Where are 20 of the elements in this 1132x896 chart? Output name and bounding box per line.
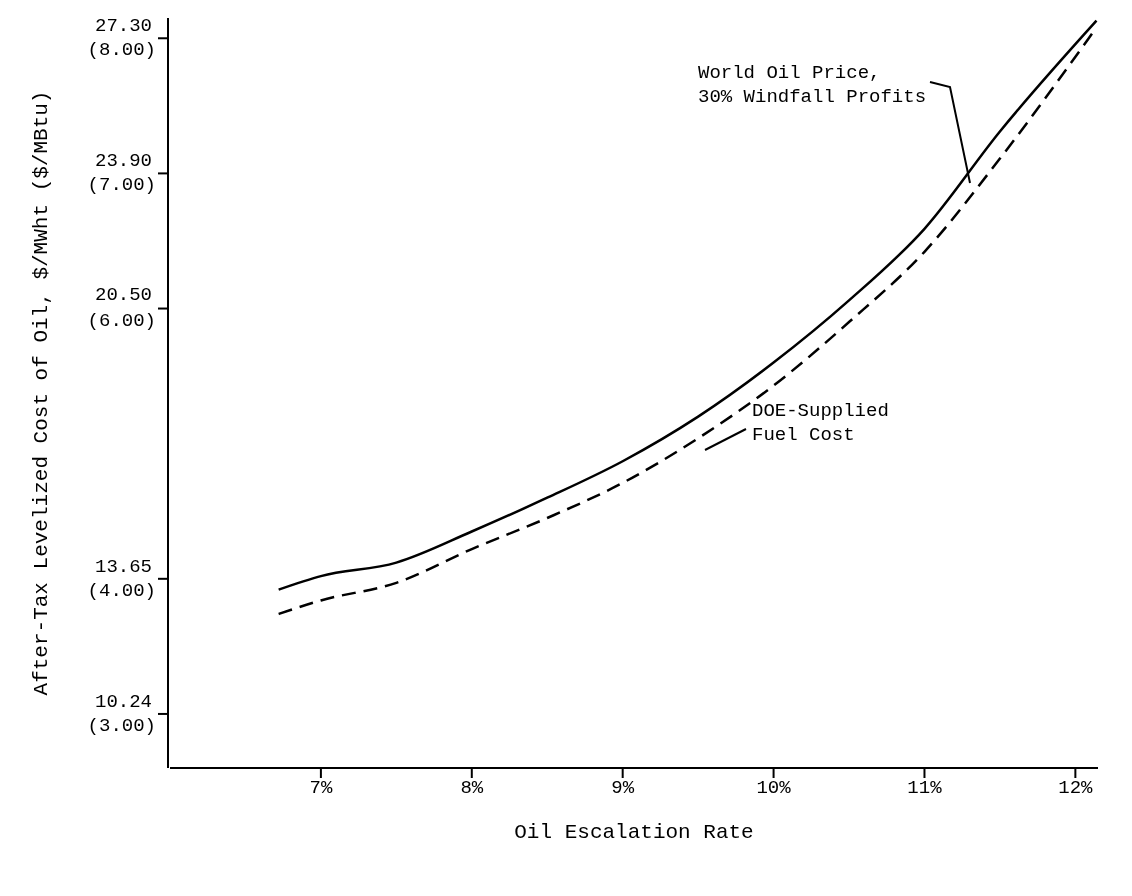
x-tick-label: 7% — [309, 777, 333, 800]
x-axis-title: Oil Escalation Rate — [514, 821, 754, 844]
y2-tick-label: (8.00) — [87, 39, 156, 62]
y-tick-label: 20.50 — [94, 284, 152, 307]
annotation: DOE-Supplied Fuel Cost — [752, 400, 889, 446]
y2-tick-label: (6.00) — [87, 309, 156, 332]
y2-tick-label: (7.00) — [87, 174, 156, 197]
x-tick-label: 10% — [756, 777, 792, 800]
y-tick-label: 13.65 — [94, 555, 152, 578]
y2-axis-title: After-Tax Levelized Cost of Oil, $/MWht ($/MBtu) — [30, 90, 54, 696]
x-tick-label: 9% — [611, 777, 635, 800]
y2-tick-label: (3.00) — [87, 714, 156, 737]
y2-tick-label: (4.00) — [87, 579, 156, 602]
x-tick-label: 11% — [907, 777, 943, 800]
x-tick-label: 8% — [460, 777, 484, 800]
annotation: World Oil Price, 30% Windfall Profits — [698, 62, 927, 108]
y-tick-label: 23.90 — [94, 149, 152, 172]
y-tick-label: 10.24 — [94, 690, 152, 713]
y-tick-label: 27.30 — [94, 15, 152, 38]
x-tick-label: 12% — [1058, 777, 1094, 800]
